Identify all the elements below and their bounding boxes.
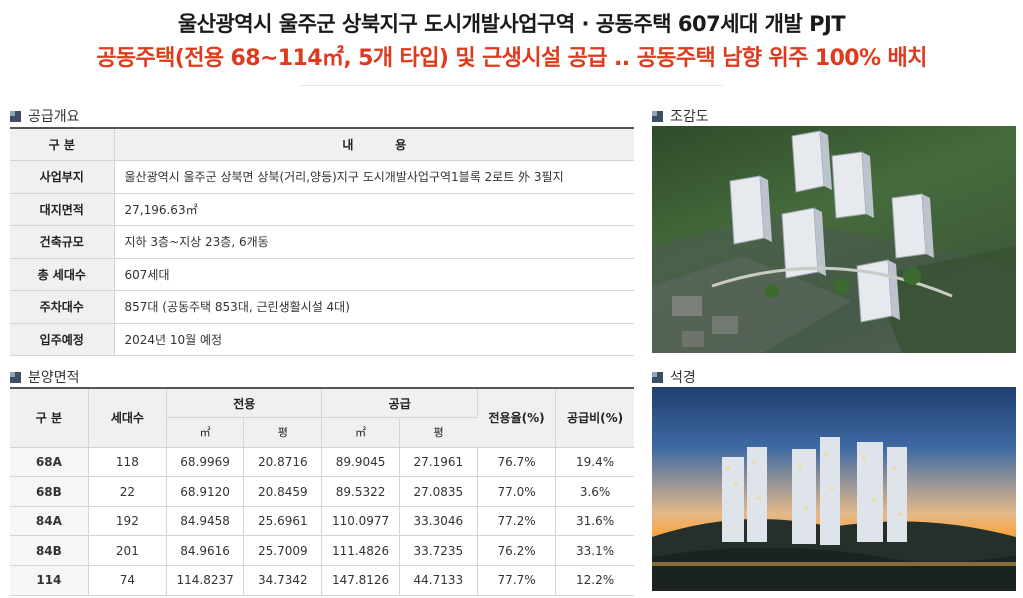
night-section-title: 석경 xyxy=(670,370,696,386)
cell-ex-sqm: 84.9616 xyxy=(166,535,245,567)
cell-sp-sqm: 147.8126 xyxy=(321,565,400,596)
square-bullet-icon xyxy=(10,110,21,122)
square-bullet-icon xyxy=(652,371,663,383)
header-value-cell: 내 용 xyxy=(114,127,634,161)
cell-ex-pyeong: 20.8716 xyxy=(243,447,323,478)
aerial-view-image xyxy=(652,126,1016,353)
aerial-section-title: 조감도 xyxy=(670,109,709,125)
night-view-image xyxy=(652,387,1016,591)
title-divider xyxy=(300,85,723,86)
table-row: 입주예정 2024년 10월 예정 xyxy=(10,323,634,356)
supply-section-heading: 공급개요 xyxy=(10,106,80,126)
aerial-illustration xyxy=(652,130,1016,353)
cell-sp-ratio: 31.6% xyxy=(555,506,634,537)
cell-ex-sqm: 68.9120 xyxy=(166,476,245,507)
night-illustration xyxy=(652,437,1016,591)
header-units: 세대수 xyxy=(88,386,168,448)
cell-type: 68B xyxy=(10,476,89,507)
row-value: 607세대 xyxy=(114,258,634,291)
night-section-heading: 석경 xyxy=(652,367,696,387)
table-row: 건축규모 지하 3층~지상 23층, 6개동 xyxy=(10,225,634,259)
cell-ex-ratio: 77.0% xyxy=(477,476,557,507)
header-exclusive-ratio: 전용율(%) xyxy=(477,386,557,448)
header-supply-ratio: 공급비(%) xyxy=(555,386,634,448)
row-label: 대지면적 xyxy=(10,193,115,226)
cell-units: 22 xyxy=(88,476,168,507)
table-row: 84B 201 84.9616 25.7009 111.4826 33.7235… xyxy=(10,535,634,567)
cell-sp-ratio: 3.6% xyxy=(555,476,634,507)
cell-ex-ratio: 77.2% xyxy=(477,506,557,537)
cell-ex-ratio: 77.7% xyxy=(477,565,557,596)
row-value: 857대 (공동주택 853대, 근린생활시설 4대) xyxy=(114,290,634,324)
cell-units: 74 xyxy=(88,565,168,596)
cell-units: 201 xyxy=(88,535,168,567)
header-supply: 공급 xyxy=(321,387,478,419)
cell-sp-sqm: 111.4826 xyxy=(321,535,400,567)
header-ex-pyeong: 평 xyxy=(243,417,323,448)
cell-sp-pyeong: 44.7133 xyxy=(399,565,478,596)
row-label: 입주예정 xyxy=(10,323,115,356)
row-label: 사업부지 xyxy=(10,160,115,194)
cell-ex-ratio: 76.7% xyxy=(477,447,557,478)
cell-ex-pyeong: 25.7009 xyxy=(243,535,323,567)
header-exclusive: 전용 xyxy=(166,387,323,419)
table-row: 사업부지 울산광역시 울주군 상북면 상북(거리,양등)지구 도시개발사업구역1… xyxy=(10,160,634,194)
header-label-cell: 구 분 xyxy=(10,127,115,161)
table-header-row: 구 분 내 용 xyxy=(10,127,634,161)
table-header-row: 구 분 세대수 전용 공급 전용율(%) 공급비(%) xyxy=(10,386,634,448)
cell-sp-ratio: 19.4% xyxy=(555,447,634,478)
table-row: 114 74 114.8237 34.7342 147.8126 44.7133… xyxy=(10,565,634,596)
area-section-heading: 분양면적 xyxy=(10,367,80,387)
supply-overview-table: 구 분 내 용 사업부지 울산광역시 울주군 상북면 상북(거리,양등)지구 도… xyxy=(10,127,634,356)
cell-sp-pyeong: 33.7235 xyxy=(399,535,478,567)
cell-sp-pyeong: 27.1961 xyxy=(399,447,478,478)
cell-ex-pyeong: 25.6961 xyxy=(243,506,323,537)
cell-ex-ratio: 76.2% xyxy=(477,535,557,567)
cell-sp-ratio: 33.1% xyxy=(555,535,634,567)
cell-ex-sqm: 84.9458 xyxy=(166,506,245,537)
aerial-section-heading: 조감도 xyxy=(652,106,709,126)
table-row: 68A 118 68.9969 20.8716 89.9045 27.1961 … xyxy=(10,447,634,478)
table-row: 68B 22 68.9120 20.8459 89.5322 27.0835 7… xyxy=(10,476,634,507)
cell-sp-sqm: 89.9045 xyxy=(321,447,400,478)
row-value: 27,196.63㎡ xyxy=(114,193,634,226)
cell-type: 84B xyxy=(10,535,89,567)
row-value: 2024년 10월 예정 xyxy=(114,323,634,356)
table-row: 총 세대수 607세대 xyxy=(10,258,634,291)
table-row: 대지면적 27,196.63㎡ xyxy=(10,193,634,226)
cell-type: 114 xyxy=(10,565,89,596)
cell-sp-sqm: 110.0977 xyxy=(321,506,400,537)
cell-ex-pyeong: 20.8459 xyxy=(243,476,323,507)
row-label: 총 세대수 xyxy=(10,258,115,291)
cell-ex-pyeong: 34.7342 xyxy=(243,565,323,596)
page-title: 울산광역시 울주군 상북지구 도시개발사업구역 · 공동주택 607세대 개발 … xyxy=(177,12,846,36)
header-sp-pyeong: 평 xyxy=(399,417,478,448)
cell-units: 118 xyxy=(88,447,168,478)
area-section-title: 분양면적 xyxy=(28,370,80,386)
supply-section-title: 공급개요 xyxy=(28,109,80,125)
cell-type: 84A xyxy=(10,506,89,537)
row-label: 주차대수 xyxy=(10,290,115,324)
square-bullet-icon xyxy=(652,110,663,122)
area-table: 구 분 세대수 전용 공급 전용율(%) 공급비(%) ㎡ 평 ㎡ 평 68A … xyxy=(10,386,634,596)
cell-sp-pyeong: 27.0835 xyxy=(399,476,478,507)
cell-ex-sqm: 114.8237 xyxy=(166,565,245,596)
square-bullet-icon xyxy=(10,371,21,383)
header-ex-sqm: ㎡ xyxy=(166,417,245,448)
page-subtitle: 공동주택(전용 68~114㎡, 5개 타입) 및 근생시설 공급 .. 공동주… xyxy=(96,46,927,71)
cell-sp-sqm: 89.5322 xyxy=(321,476,400,507)
table-row: 84A 192 84.9458 25.6961 110.0977 33.3046… xyxy=(10,506,634,537)
row-value: 울산광역시 울주군 상북면 상북(거리,양등)지구 도시개발사업구역1블록 2로… xyxy=(114,160,634,194)
header-type: 구 분 xyxy=(10,386,89,448)
cell-units: 192 xyxy=(88,506,168,537)
table-row: 주차대수 857대 (공동주택 853대, 근린생활시설 4대) xyxy=(10,290,634,324)
cell-type: 68A xyxy=(10,447,89,478)
cell-sp-ratio: 12.2% xyxy=(555,565,634,596)
header-sp-sqm: ㎡ xyxy=(321,417,400,448)
cell-sp-pyeong: 33.3046 xyxy=(399,506,478,537)
cell-ex-sqm: 68.9969 xyxy=(166,447,245,478)
row-label: 건축규모 xyxy=(10,225,115,259)
table-subheader-row: ㎡ 평 ㎡ 평 xyxy=(10,417,634,448)
row-value: 지하 3층~지상 23층, 6개동 xyxy=(114,225,634,259)
